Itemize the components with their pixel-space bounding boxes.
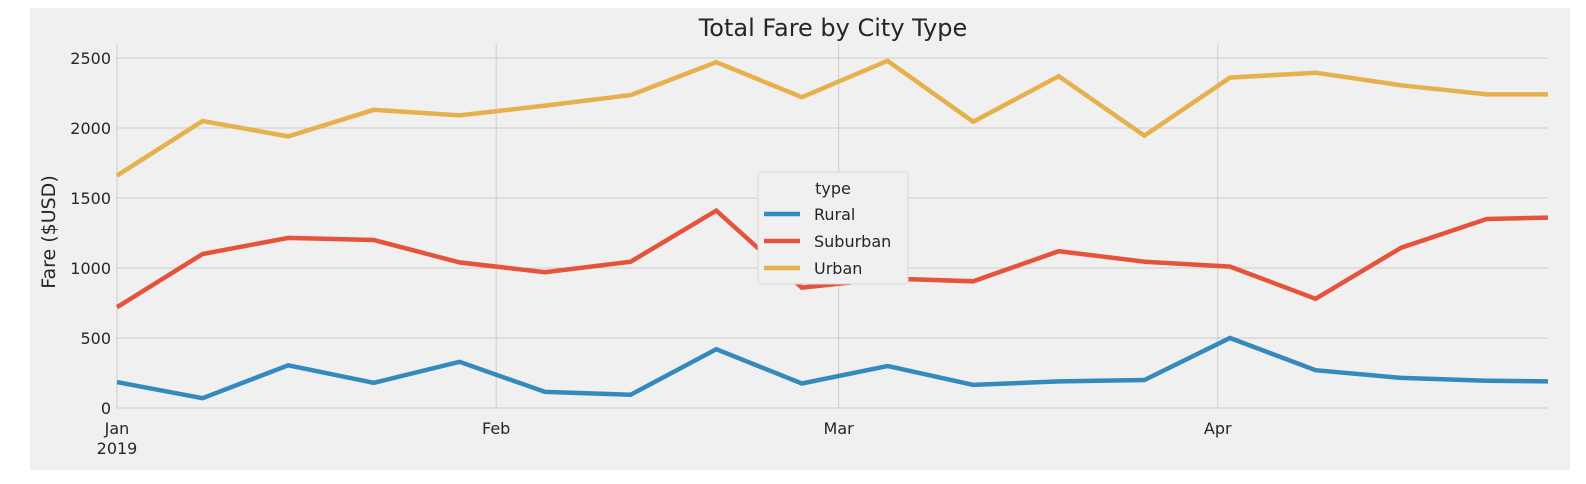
y-tick-label: 2500 xyxy=(70,49,111,68)
y-tick-label: 1500 xyxy=(70,189,111,208)
y-tick-label: 1000 xyxy=(70,259,111,278)
legend-box xyxy=(757,171,909,285)
legend: type Rural Suburban Urban xyxy=(757,171,909,285)
y-tick-label: 0 xyxy=(101,399,111,418)
y-axis-label: Fare ($USD) xyxy=(38,175,60,288)
series-line-urban xyxy=(115,58,1548,178)
series-line-rural xyxy=(116,335,1549,401)
x-tick-label: Mar xyxy=(824,419,855,438)
x-tick-label: Jan xyxy=(104,419,130,438)
y-tick-label: 500 xyxy=(80,329,111,348)
chart-title: Total Fare by City Type xyxy=(698,14,968,42)
y-tick-label: 2000 xyxy=(70,119,111,138)
legend-title: type xyxy=(815,179,851,198)
legend-label-suburban: Suburban xyxy=(814,232,891,251)
y-axis: 0 500 1000 1500 2000 2500 xyxy=(70,49,111,418)
x-tick-label: Apr xyxy=(1204,419,1232,438)
x-tick-sublabel: 2019 xyxy=(97,439,138,458)
x-tick-label: Feb xyxy=(482,419,510,438)
legend-label-urban: Urban xyxy=(814,259,862,278)
legend-label-rural: Rural xyxy=(814,205,855,224)
